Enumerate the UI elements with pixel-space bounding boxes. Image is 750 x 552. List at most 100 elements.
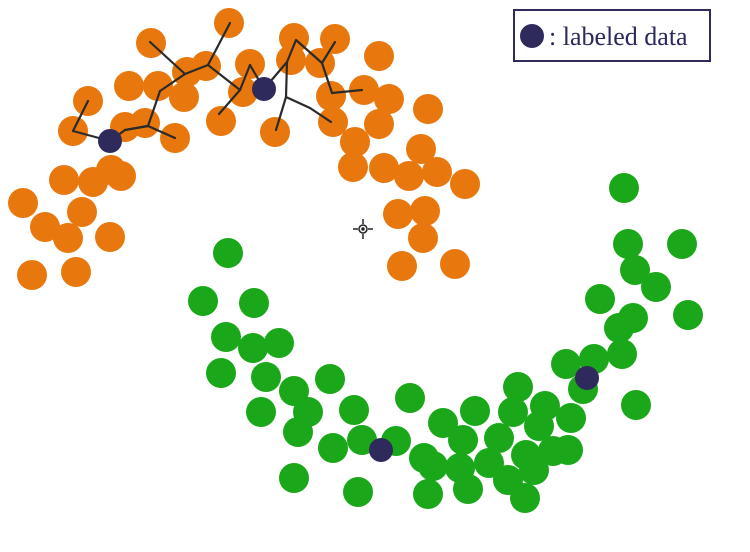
orange-data-point: [340, 127, 370, 157]
orange-data-point: [364, 41, 394, 71]
orange-data-point: [316, 81, 346, 111]
green-data-point: [238, 333, 268, 363]
green-data-point: [264, 328, 294, 358]
orange-data-point: [114, 71, 144, 101]
green-data-point: [556, 403, 586, 433]
green-data-point: [453, 474, 483, 504]
orange-data-point: [408, 223, 438, 253]
green-data-point: [448, 425, 478, 455]
orange-data-point: [169, 82, 199, 112]
green-data-point: [524, 411, 554, 441]
orange-data-point: [130, 108, 160, 138]
orange-data-point: [53, 223, 83, 253]
green-data-point: [609, 173, 639, 203]
labeled-data-point: [98, 129, 122, 153]
legend-marker: [520, 24, 544, 48]
graph-edge: [123, 124, 150, 132]
labeled-data-point: [252, 77, 276, 101]
green-data-point: [607, 339, 637, 369]
green-data-point: [620, 255, 650, 285]
green-data-point: [673, 300, 703, 330]
orange-data-point: [338, 152, 368, 182]
green-data-point: [395, 383, 425, 413]
orange-data-point: [410, 196, 440, 226]
green-data-point: [428, 408, 458, 438]
orange-data-point: [349, 75, 379, 105]
orange-data-point: [95, 222, 125, 252]
green-data-point: [613, 229, 643, 259]
green-data-point: [418, 451, 448, 481]
green-data-point: [604, 313, 634, 343]
orange-data-point: [17, 260, 47, 290]
graph-edge: [308, 106, 333, 124]
graph-edge: [330, 88, 364, 95]
green-data-point: [318, 433, 348, 463]
green-data-point: [641, 272, 671, 302]
orange-data-point: [422, 157, 452, 187]
green-data-point: [621, 390, 651, 420]
green-data-point: [211, 322, 241, 352]
orange-data-point: [49, 165, 79, 195]
graph-edge: [71, 99, 90, 133]
orange-data-point: [30, 212, 60, 242]
green-data-point: [246, 397, 276, 427]
graph-edge: [146, 124, 177, 140]
crosshair-cursor-icon: [353, 219, 373, 239]
green-data-point: [413, 479, 443, 509]
green-data-point: [667, 229, 697, 259]
green-data-point: [315, 364, 345, 394]
legend: : labeled data: [513, 9, 711, 62]
orange-data-point: [318, 107, 348, 137]
orange-data-point: [364, 109, 394, 139]
orange-data-point: [413, 94, 443, 124]
graph-edge: [217, 88, 242, 116]
graph-edge: [294, 38, 324, 65]
green-data-point: [279, 463, 309, 493]
labeled-data-point: [575, 366, 599, 390]
green-data-point: [551, 349, 581, 379]
orange-data-point: [61, 257, 91, 287]
green-data-point: [553, 435, 583, 465]
orange-data-point: [320, 24, 350, 54]
graph-edge: [284, 95, 312, 110]
orange-data-point: [387, 251, 417, 281]
graph-edge: [158, 72, 187, 93]
green-data-point: [188, 286, 218, 316]
graph-edge: [285, 38, 298, 64]
graph-edge: [183, 63, 210, 76]
labeled-points: [98, 77, 599, 462]
labeled-data-point: [369, 438, 393, 462]
green-data-point: [239, 288, 269, 318]
graph-edge: [320, 61, 334, 95]
green-data-point: [498, 397, 528, 427]
orange-data-point: [78, 167, 108, 197]
graph-edge: [206, 21, 232, 67]
green-data-point: [585, 284, 615, 314]
legend-box: [513, 9, 711, 62]
orange-data-point: [383, 199, 413, 229]
orange-data-point: [106, 161, 136, 191]
green-data-point: [343, 477, 373, 507]
green-data-point: [503, 372, 533, 402]
orange-data-point: [406, 134, 436, 164]
orange-data-point: [450, 169, 480, 199]
orange-data-point: [143, 71, 173, 101]
green-data-point: [519, 455, 549, 485]
graph-edge: [274, 95, 288, 132]
green-data-point: [251, 362, 281, 392]
graph-edge: [238, 63, 252, 92]
orange-data-point: [206, 106, 236, 136]
graph-edge: [206, 63, 242, 92]
orange-data-point: [8, 188, 38, 218]
orange-data-point: [228, 77, 258, 107]
graph-edge: [148, 40, 187, 76]
graph-edge: [320, 40, 337, 65]
orange-data-point: [374, 84, 404, 114]
graph-edge: [146, 89, 162, 128]
graph-edges: [71, 21, 364, 143]
green-data-point: [484, 423, 514, 453]
green-data-point: [213, 238, 243, 268]
orange-data-point: [440, 249, 470, 279]
orange-data-point: [67, 197, 97, 227]
graph-edge: [284, 60, 289, 99]
